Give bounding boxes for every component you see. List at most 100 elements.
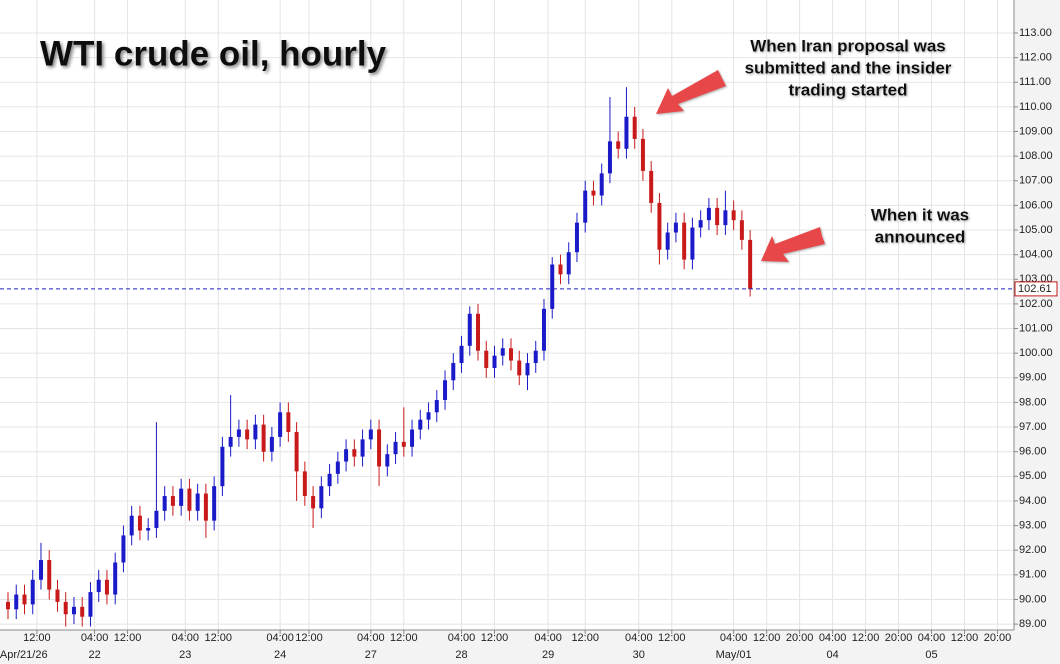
last-price-box: [1014, 281, 1058, 297]
x-tick-label: 12:00: [951, 632, 979, 644]
y-tick-label: 102.00: [1019, 298, 1053, 310]
y-tick-label: 110.00: [1019, 101, 1052, 113]
candle-body: [104, 579, 109, 595]
annotation-line: When Iran proposal was: [750, 36, 946, 55]
candle-body: [88, 592, 93, 617]
y-tick-label: 92.00: [1019, 544, 1047, 556]
candle-body: [38, 560, 43, 580]
candle-body: [731, 210, 736, 221]
candle-body: [236, 429, 241, 437]
chart-title: WTI crude oil, hourly: [40, 34, 387, 73]
candle-body: [393, 441, 398, 455]
candle-body: [195, 493, 200, 511]
candle-body: [434, 399, 439, 413]
date-label: 28: [455, 649, 467, 661]
candle-body: [690, 227, 695, 260]
candle-body: [467, 313, 472, 346]
candle-body: [558, 264, 563, 275]
candle-body: [500, 348, 505, 356]
candle-body: [541, 308, 546, 351]
grid: [0, 0, 1014, 630]
candle-body: [476, 313, 481, 351]
candle-body: [63, 601, 68, 615]
candle-body: [311, 496, 316, 509]
x-tick-label: 20:00: [984, 632, 1012, 644]
candle-body: [715, 207, 720, 226]
y-tick-label: 111.00: [1019, 76, 1051, 88]
x-tick-label: 12:00: [753, 632, 781, 644]
arrow: [761, 227, 825, 262]
candle-body: [517, 360, 522, 376]
annotation-line: announced: [875, 227, 966, 246]
candle-body: [640, 138, 645, 171]
y-tick-label: 93.00: [1019, 519, 1047, 531]
candle-body: [673, 222, 678, 233]
candle-body: [583, 190, 588, 223]
annotation-line: When it was: [871, 205, 969, 224]
candle-body: [220, 446, 225, 487]
candles: [0, 87, 1014, 627]
y-tick-label: 101.00: [1019, 322, 1053, 334]
candle-body: [682, 222, 687, 260]
date-label: 27: [365, 649, 377, 661]
candle-body: [443, 380, 448, 400]
candle-body: [550, 264, 555, 309]
y-tick-label: 113.00: [1019, 27, 1052, 39]
candle-body: [410, 429, 415, 447]
candle-body: [30, 579, 35, 605]
candle-body: [286, 412, 291, 432]
candle-body: [607, 141, 612, 174]
y-tick-label: 109.00: [1019, 125, 1053, 137]
x-tick-label: 12:00: [481, 632, 509, 644]
candle-body: [302, 471, 307, 497]
candle-body: [748, 239, 753, 289]
candle-body: [723, 210, 728, 226]
date-label: 30: [633, 649, 645, 661]
x-tick-label: 12:00: [658, 632, 686, 644]
candle-body: [377, 429, 382, 467]
x-tick-label: 04:00: [448, 632, 476, 644]
y-tick-label: 95.00: [1019, 470, 1047, 482]
y-tick-label: 97.00: [1019, 421, 1047, 433]
y-tick-label: 96.00: [1019, 446, 1047, 458]
candle-body: [170, 496, 175, 506]
x-tick-label: 12:00: [571, 632, 599, 644]
date-label: 24: [274, 649, 286, 661]
x-tick-label: 04:00: [266, 632, 294, 644]
candle-body: [385, 454, 390, 467]
x-tick-label: 12:00: [390, 632, 418, 644]
axes: 89.00 90.00 91.00 92.00 93.00 94.00 95.00 96.00…: [0, 27, 1058, 661]
y-tick-label: 100.00: [1019, 347, 1053, 359]
candle-body: [261, 424, 266, 452]
candle-body: [319, 486, 324, 509]
candle-body: [55, 589, 60, 602]
candle-body: [525, 363, 530, 376]
x-tick-label: 12:00: [852, 632, 880, 644]
candle-body: [360, 439, 365, 457]
candle-body: [451, 363, 456, 381]
candle-body: [698, 220, 703, 228]
candle-body: [47, 560, 52, 590]
y-tick-label: 94.00: [1019, 495, 1047, 507]
x-tick-label: 04:00: [720, 632, 748, 644]
candle-body: [121, 535, 126, 563]
x-tick-label: 04:00: [81, 632, 109, 644]
candle-body: [368, 429, 373, 440]
y-tick-label: 107.00: [1019, 175, 1053, 187]
y-tick-label: 99.00: [1019, 372, 1047, 384]
candle-body: [294, 431, 299, 472]
y-tick-label: 91.00: [1019, 569, 1047, 581]
y-tick-label: 98.00: [1019, 396, 1047, 408]
date-label: 22: [88, 649, 100, 661]
candle-body: [71, 606, 76, 615]
y-tick-label: 112.00: [1019, 52, 1052, 64]
candle-body: [665, 232, 670, 250]
candle-body: [599, 173, 604, 196]
date-label: May/01: [716, 649, 752, 661]
candle-body: [14, 594, 19, 610]
y-tick-label: 104.00: [1019, 249, 1053, 261]
candle-body: [616, 141, 621, 149]
candle-body: [566, 252, 571, 275]
candle-body: [179, 488, 184, 506]
